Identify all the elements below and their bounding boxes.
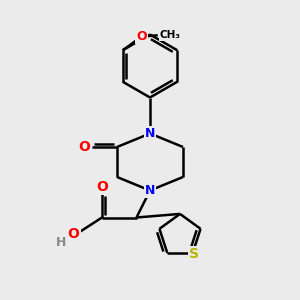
Text: N: N <box>145 127 155 140</box>
Text: O: O <box>136 30 147 43</box>
Text: O: O <box>78 140 90 154</box>
Text: O: O <box>96 180 108 194</box>
Text: H: H <box>56 236 66 250</box>
Text: O: O <box>68 227 80 241</box>
Text: CH₃: CH₃ <box>160 30 181 40</box>
Text: N: N <box>145 184 155 197</box>
Text: S: S <box>189 248 199 262</box>
